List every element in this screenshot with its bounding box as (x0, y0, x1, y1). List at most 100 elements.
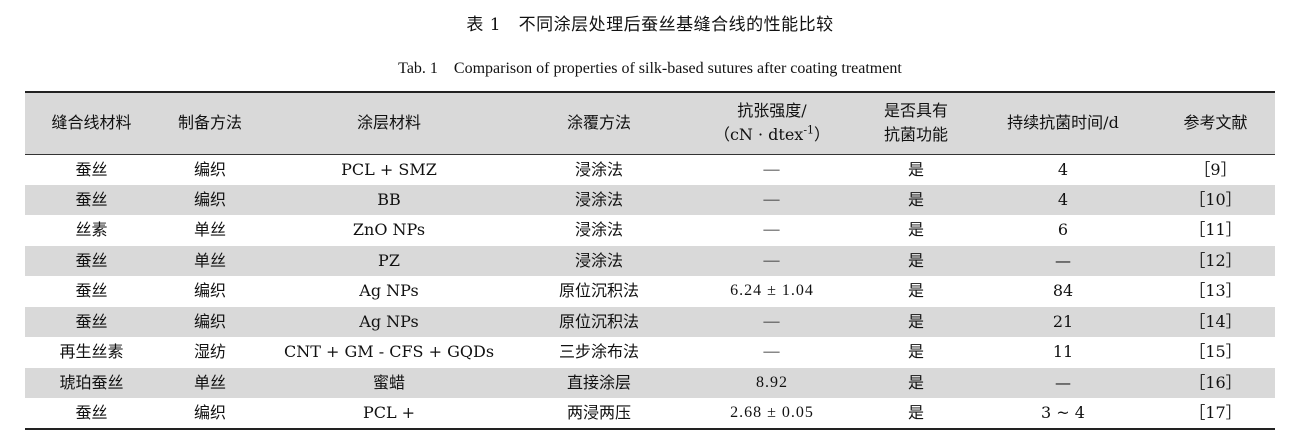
cell-duration: 21 (1052, 311, 1074, 331)
cell-prep: 编织 (193, 159, 226, 179)
cell-material: 蚕丝 (75, 250, 108, 270)
cell-method: 浸涂法 (574, 159, 623, 179)
cell-duration: — (1055, 250, 1071, 270)
cell-method: 原位沉积法 (558, 311, 639, 331)
cell-coating: PZ (378, 250, 400, 270)
cell-duration: 84 (1052, 281, 1074, 301)
cell-strength: — (763, 343, 781, 361)
cell-prep: 单丝 (193, 220, 226, 240)
table-row: 琥珀蚕丝 单丝 蜜蜡 直接涂层 8.92 是 — ［16］ (25, 367, 1275, 398)
header-strength-unit-sup: -1 (803, 123, 815, 137)
cell-ref: ［12］ (1189, 250, 1242, 270)
cell-prep: 编织 (193, 281, 226, 301)
table-row: 蚕丝 编织 Ag NPs 原位沉积法 — 是 21 ［14］ (25, 306, 1275, 337)
cell-ref: ［13］ (1189, 281, 1242, 301)
cell-coating: CNT + GM - CFS + GQDs (283, 342, 495, 362)
cell-ref: ［16］ (1189, 372, 1242, 392)
header-duration: 持续抗菌时间/d (1007, 113, 1119, 133)
cell-antibac: 是 (907, 250, 924, 270)
header-strength-unit-post: ） (814, 125, 831, 145)
cell-antibac: 是 (907, 342, 924, 362)
header-strength-unit-pre: （cN · dtex (713, 125, 804, 145)
cell-coating: 蜜蜡 (372, 372, 405, 392)
cell-material: 蚕丝 (75, 281, 108, 301)
cell-strength: 2.68 ± 0.05 (730, 403, 814, 421)
cell-duration: 4 (1057, 159, 1069, 179)
cell-duration: 4 (1057, 189, 1069, 209)
table-row: 蚕丝 单丝 PZ 浸涂法 — 是 — ［12］ (25, 245, 1275, 276)
cell-antibac: 是 (907, 159, 924, 179)
cell-method: 浸涂法 (574, 220, 623, 240)
cell-prep: 单丝 (193, 250, 226, 270)
cell-coating: Ag NPs (359, 281, 419, 301)
cell-ref: ［15］ (1189, 342, 1242, 362)
cell-duration: 6 (1057, 220, 1069, 240)
cell-method: 原位沉积法 (558, 281, 639, 301)
cell-antibac: 是 (907, 311, 924, 331)
cell-antibac: 是 (907, 402, 924, 422)
cell-ref: ［9］ (1194, 159, 1237, 179)
table-row: 蚕丝 编织 BB 浸涂法 — 是 4 ［10］ (25, 184, 1275, 215)
header-strength-line1: 抗张强度/ (737, 101, 807, 121)
table-row: 再生丝素 湿纺 CNT + GM - CFS + GQDs 三步涂布法 — 是 11 ［15］ (25, 337, 1275, 368)
cell-material: 再生丝素 (59, 342, 124, 362)
header-antibac-line2: 抗菌功能 (883, 125, 948, 145)
cell-strength: — (763, 312, 781, 330)
table-caption-en: Tab. 1 Comparison of properties of silk-… (398, 60, 902, 77)
cell-prep: 编织 (193, 402, 226, 422)
cell-strength: — (763, 251, 781, 269)
cell-antibac: 是 (907, 189, 924, 209)
cell-method: 三步涂布法 (558, 342, 639, 362)
cell-ref: ［11］ (1189, 220, 1242, 240)
cell-coating: BB (377, 189, 401, 209)
cell-strength: — (763, 160, 781, 178)
cell-prep: 编织 (193, 189, 226, 209)
cell-material: 蚕丝 (75, 189, 108, 209)
header-strength-line2: （cN · dtex-1） (682, 123, 862, 147)
cell-coating: ZnO NPs (352, 220, 426, 240)
properties-table: 缝合线材料 制备方法 涂层材料 涂覆方法 抗张强度/ （cN · dtex-1）… (25, 91, 1275, 430)
cell-method: 两浸两压 (566, 402, 631, 422)
cell-ref: ［10］ (1189, 189, 1242, 209)
cell-ref: ［17］ (1189, 402, 1242, 422)
cell-coating: PCL + (362, 402, 416, 422)
header-method: 涂覆方法 (566, 113, 631, 133)
cell-method: 浸涂法 (574, 189, 623, 209)
cell-prep: 编织 (193, 311, 226, 331)
cell-method: 浸涂法 (574, 250, 623, 270)
table-row: 蚕丝 编织 Ag NPs 原位沉积法 6.24 ± 1.04 是 84 ［13］ (25, 276, 1275, 307)
table-row: 蚕丝 编织 PCL + 两浸两压 2.68 ± 0.05 是 3 ~ 4 ［17］ (25, 398, 1275, 429)
table-row: 蚕丝 编织 PCL + SMZ 浸涂法 — 是 4 ［9］ (25, 154, 1275, 185)
cell-antibac: 是 (907, 372, 924, 392)
header-antibac-line1: 是否具有 (883, 101, 948, 121)
cell-material: 蚕丝 (75, 402, 108, 422)
cell-prep: 湿纺 (193, 342, 226, 362)
cell-strength: 8.92 (756, 373, 788, 391)
cell-duration: — (1055, 372, 1071, 392)
cell-material: 丝素 (75, 220, 108, 240)
cell-material: 蚕丝 (75, 311, 108, 331)
header-coating: 涂层材料 (356, 113, 421, 133)
table-row: 丝素 单丝 ZnO NPs 浸涂法 — 是 6 ［11］ (25, 215, 1275, 246)
header-row: 缝合线材料 制备方法 涂层材料 涂覆方法 抗张强度/ （cN · dtex-1）… (25, 92, 1275, 154)
cell-strength: — (763, 190, 781, 208)
cell-material: 琥珀蚕丝 (59, 372, 124, 392)
cell-strength: — (763, 221, 781, 239)
header-prep: 制备方法 (177, 113, 242, 133)
cell-antibac: 是 (907, 281, 924, 301)
header-ref: 参考文献 (1183, 113, 1248, 133)
cell-coating: Ag NPs (359, 311, 419, 331)
table-caption-cn: 表 1 不同涂层处理后蚕丝基缝合线的性能比较 (466, 15, 834, 35)
cell-method: 直接涂层 (566, 372, 631, 392)
table-body: 蚕丝 编织 PCL + SMZ 浸涂法 — 是 4 ［9］ 蚕丝 编织 BB 浸涂法 — 是 4 ［10］ 丝素… (25, 154, 1275, 429)
cell-prep: 单丝 (193, 372, 226, 392)
cell-antibac: 是 (907, 220, 924, 240)
header-strength: 抗张强度/ （cN · dtex-1） (682, 92, 862, 154)
cell-material: 蚕丝 (75, 159, 108, 179)
cell-strength: 6.24 ± 1.04 (730, 282, 814, 300)
header-material: 缝合线材料 (51, 113, 132, 133)
cell-coating: PCL + SMZ (341, 159, 437, 179)
cell-duration: 11 (1052, 342, 1074, 362)
cell-ref: ［14］ (1189, 311, 1242, 331)
cell-duration: 3 ~ 4 (1041, 402, 1085, 422)
